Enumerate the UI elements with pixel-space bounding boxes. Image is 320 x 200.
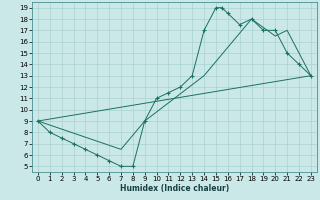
- X-axis label: Humidex (Indice chaleur): Humidex (Indice chaleur): [120, 184, 229, 193]
